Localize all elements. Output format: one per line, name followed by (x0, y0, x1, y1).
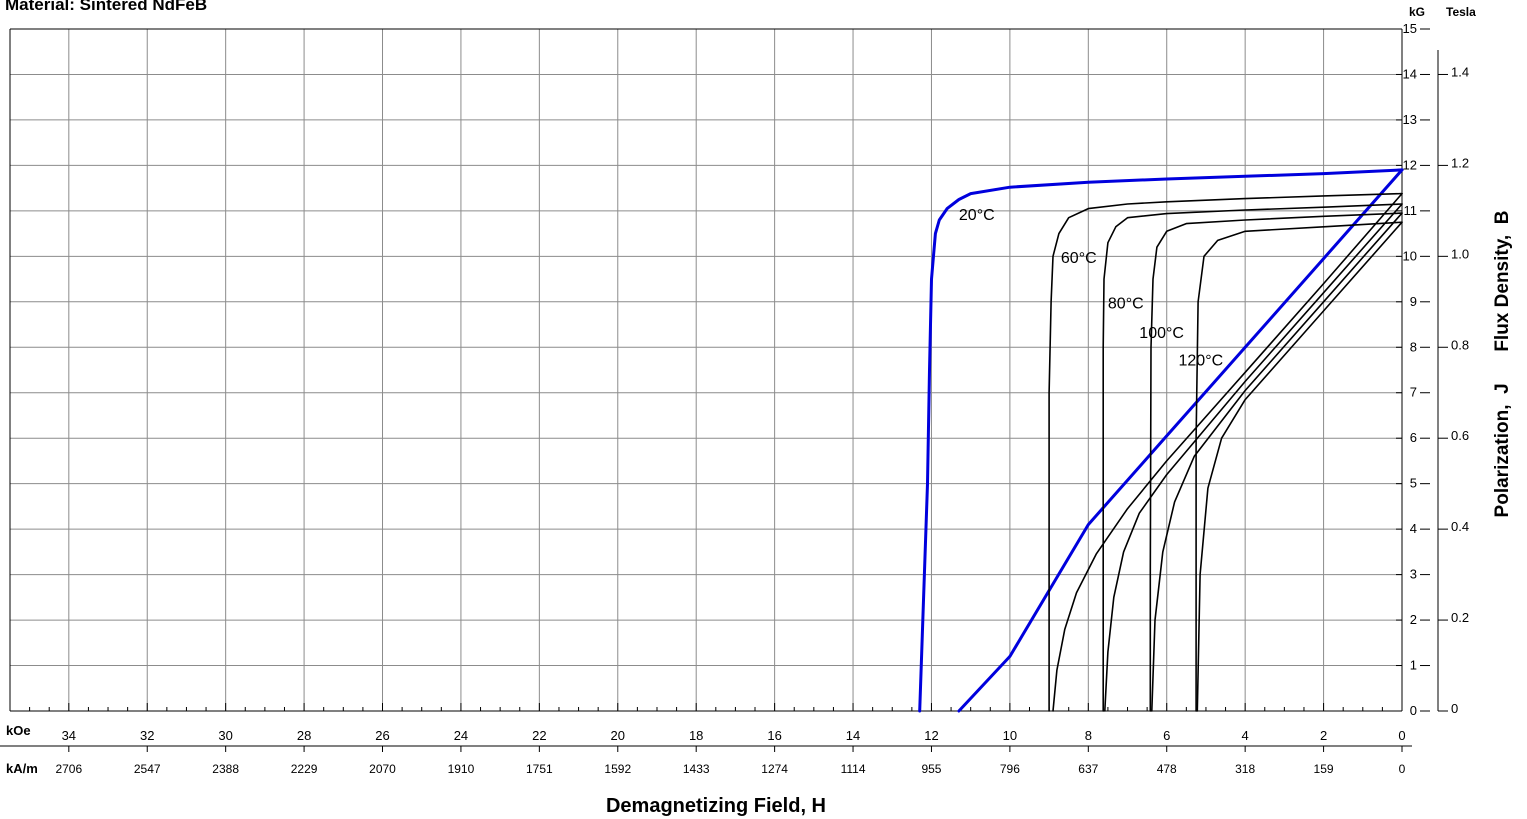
x-tick-label-koe: 16 (767, 728, 781, 743)
curve-label: 20°C (959, 207, 995, 224)
curve-label: 60°C (1061, 250, 1097, 267)
x-tick-label-koe: 26 (375, 728, 389, 743)
x-tick-label-kam: 2070 (369, 762, 396, 776)
x-tick-label-koe: 0 (1398, 728, 1405, 743)
y-tick-label-tesla: 1.2 (1451, 155, 1469, 170)
y-tick-label-kg: 14 (1403, 66, 1417, 81)
y-tick-label-tesla: 0.2 (1451, 610, 1469, 625)
x-axis-koe: 34 32 30 28 26 24 22 20 18 16 14 12 10 8 6 4 2 0 (29, 703, 1406, 743)
x-tick-label-kam: 159 (1314, 762, 1334, 776)
x-tick-label-koe: 20 (611, 728, 625, 743)
x-tick-label-koe: 30 (218, 728, 232, 743)
y-tick-label-kg: 2 (1410, 612, 1417, 627)
curve-j-60c (1048, 192, 1403, 712)
y-tick-label-kg: 10 (1403, 248, 1417, 263)
grid-lines (10, 28, 1403, 712)
x-tick-label-koe: 14 (846, 728, 860, 743)
curve-j-100c (1149, 212, 1403, 712)
curve-labels: 20°C 60°C 80°C 100°C 120°C (959, 207, 1223, 370)
x-tick-label-kam: 1592 (604, 762, 631, 776)
x-tick-label-kam: 1910 (448, 762, 475, 776)
curve-j-120c (1195, 221, 1403, 712)
x-tick-label-kam: 637 (1078, 762, 1098, 776)
y-tick-label-kg: 6 (1410, 430, 1417, 445)
curve-j-80c (1102, 203, 1403, 712)
y-unit-kg-label: kG (1409, 5, 1425, 19)
x-tick-label-kam: 1433 (683, 762, 710, 776)
x-tick-label-koe: 10 (1003, 728, 1017, 743)
curve-b-black (1052, 192, 1403, 712)
x-tick-label-kam: 2547 (134, 762, 161, 776)
y-tick-label-kg: 4 (1410, 521, 1417, 536)
curve-b-black (1196, 221, 1403, 712)
y-tick-label-kg: 7 (1410, 385, 1417, 400)
x-tick-label-koe: 32 (140, 728, 154, 743)
y-tick-label-tesla: 0 (1451, 701, 1458, 716)
x-axis-title: Demagnetizing Field, H (606, 795, 826, 817)
x-tick-label-koe: 34 (62, 728, 76, 743)
x-tick-label-kam: 478 (1157, 762, 1177, 776)
x-tick-label-koe: 2 (1320, 728, 1327, 743)
curve-b-black (1104, 203, 1403, 712)
x-tick-label-koe: 28 (297, 728, 311, 743)
curve-label: 100°C (1139, 325, 1184, 342)
x-tick-label-kam: 318 (1235, 762, 1255, 776)
x-tick-label-kam: 2706 (55, 762, 82, 776)
curve-j-20c (918, 168, 1404, 713)
chart-title: Material: Sintered NdFeB (5, 0, 207, 14)
y-tick-label-kg: 3 (1410, 567, 1417, 582)
x-tick-label-kam: 796 (1000, 762, 1020, 776)
y-tick-label-kg: 0 (1410, 703, 1417, 718)
curves (918, 168, 1404, 713)
x-tick-label-koe: 6 (1163, 728, 1170, 743)
plot-frame (0, 28, 1439, 747)
x-tick-label-koe: 22 (532, 728, 546, 743)
y-tick-label-kg: 1 (1410, 658, 1417, 673)
x-axis-kam: 2706 2547 2388 2229 2070 1910 1751 1592 1433 1274… (55, 746, 1406, 776)
x-tick-label-kam: 1274 (761, 762, 788, 776)
y-tick-label-kg: 5 (1410, 476, 1417, 491)
y-tick-label-tesla: 0.6 (1451, 428, 1469, 443)
y-tick-label-kg: 11 (1404, 203, 1418, 218)
x-tick-label-kam: 955 (921, 762, 941, 776)
x-tick-label-kam: 1751 (526, 762, 553, 776)
x-unit-koe-label: kOe (6, 723, 31, 738)
y-unit-tesla-label: Tesla (1446, 5, 1476, 19)
x-tick-label-koe: 24 (454, 728, 468, 743)
x-tick-label-koe: 8 (1085, 728, 1092, 743)
y-tick-label-tesla: 0.4 (1451, 519, 1469, 534)
x-tick-label-kam: 0 (1399, 762, 1406, 776)
y-tick-label-tesla: 1.0 (1451, 246, 1469, 261)
x-unit-kam-label: kA/m (6, 761, 38, 776)
curve-b-black (1151, 212, 1403, 712)
curve-b-20c (957, 168, 1404, 713)
y-tick-label-tesla: 1.4 (1451, 64, 1469, 79)
y-tick-label-kg: 8 (1410, 339, 1417, 354)
x-tick-label-koe: 12 (924, 728, 938, 743)
y-tick-label-kg: 13 (1403, 112, 1417, 127)
y-tick-label-kg: 9 (1410, 294, 1417, 309)
x-tick-label-kam: 2388 (212, 762, 239, 776)
x-tick-label-koe: 4 (1242, 728, 1249, 743)
y-tick-label-kg: 15 (1403, 21, 1417, 36)
y-tick-label-tesla: 0.8 (1451, 337, 1469, 352)
x-tick-label-kam: 2229 (291, 762, 318, 776)
curve-label: 120°C (1179, 353, 1224, 370)
y-axis-title: Polarization, J Flux Density, B (1492, 211, 1513, 518)
curve-label: 80°C (1108, 296, 1144, 313)
x-tick-label-kam: 1114 (841, 762, 866, 776)
y-tick-label-kg: 12 (1403, 157, 1417, 172)
y-axis-tesla: 0 0.2 0.4 0.6 0.8 1.0 1.2 1.4 (1438, 64, 1469, 716)
x-tick-label-koe: 18 (689, 728, 703, 743)
